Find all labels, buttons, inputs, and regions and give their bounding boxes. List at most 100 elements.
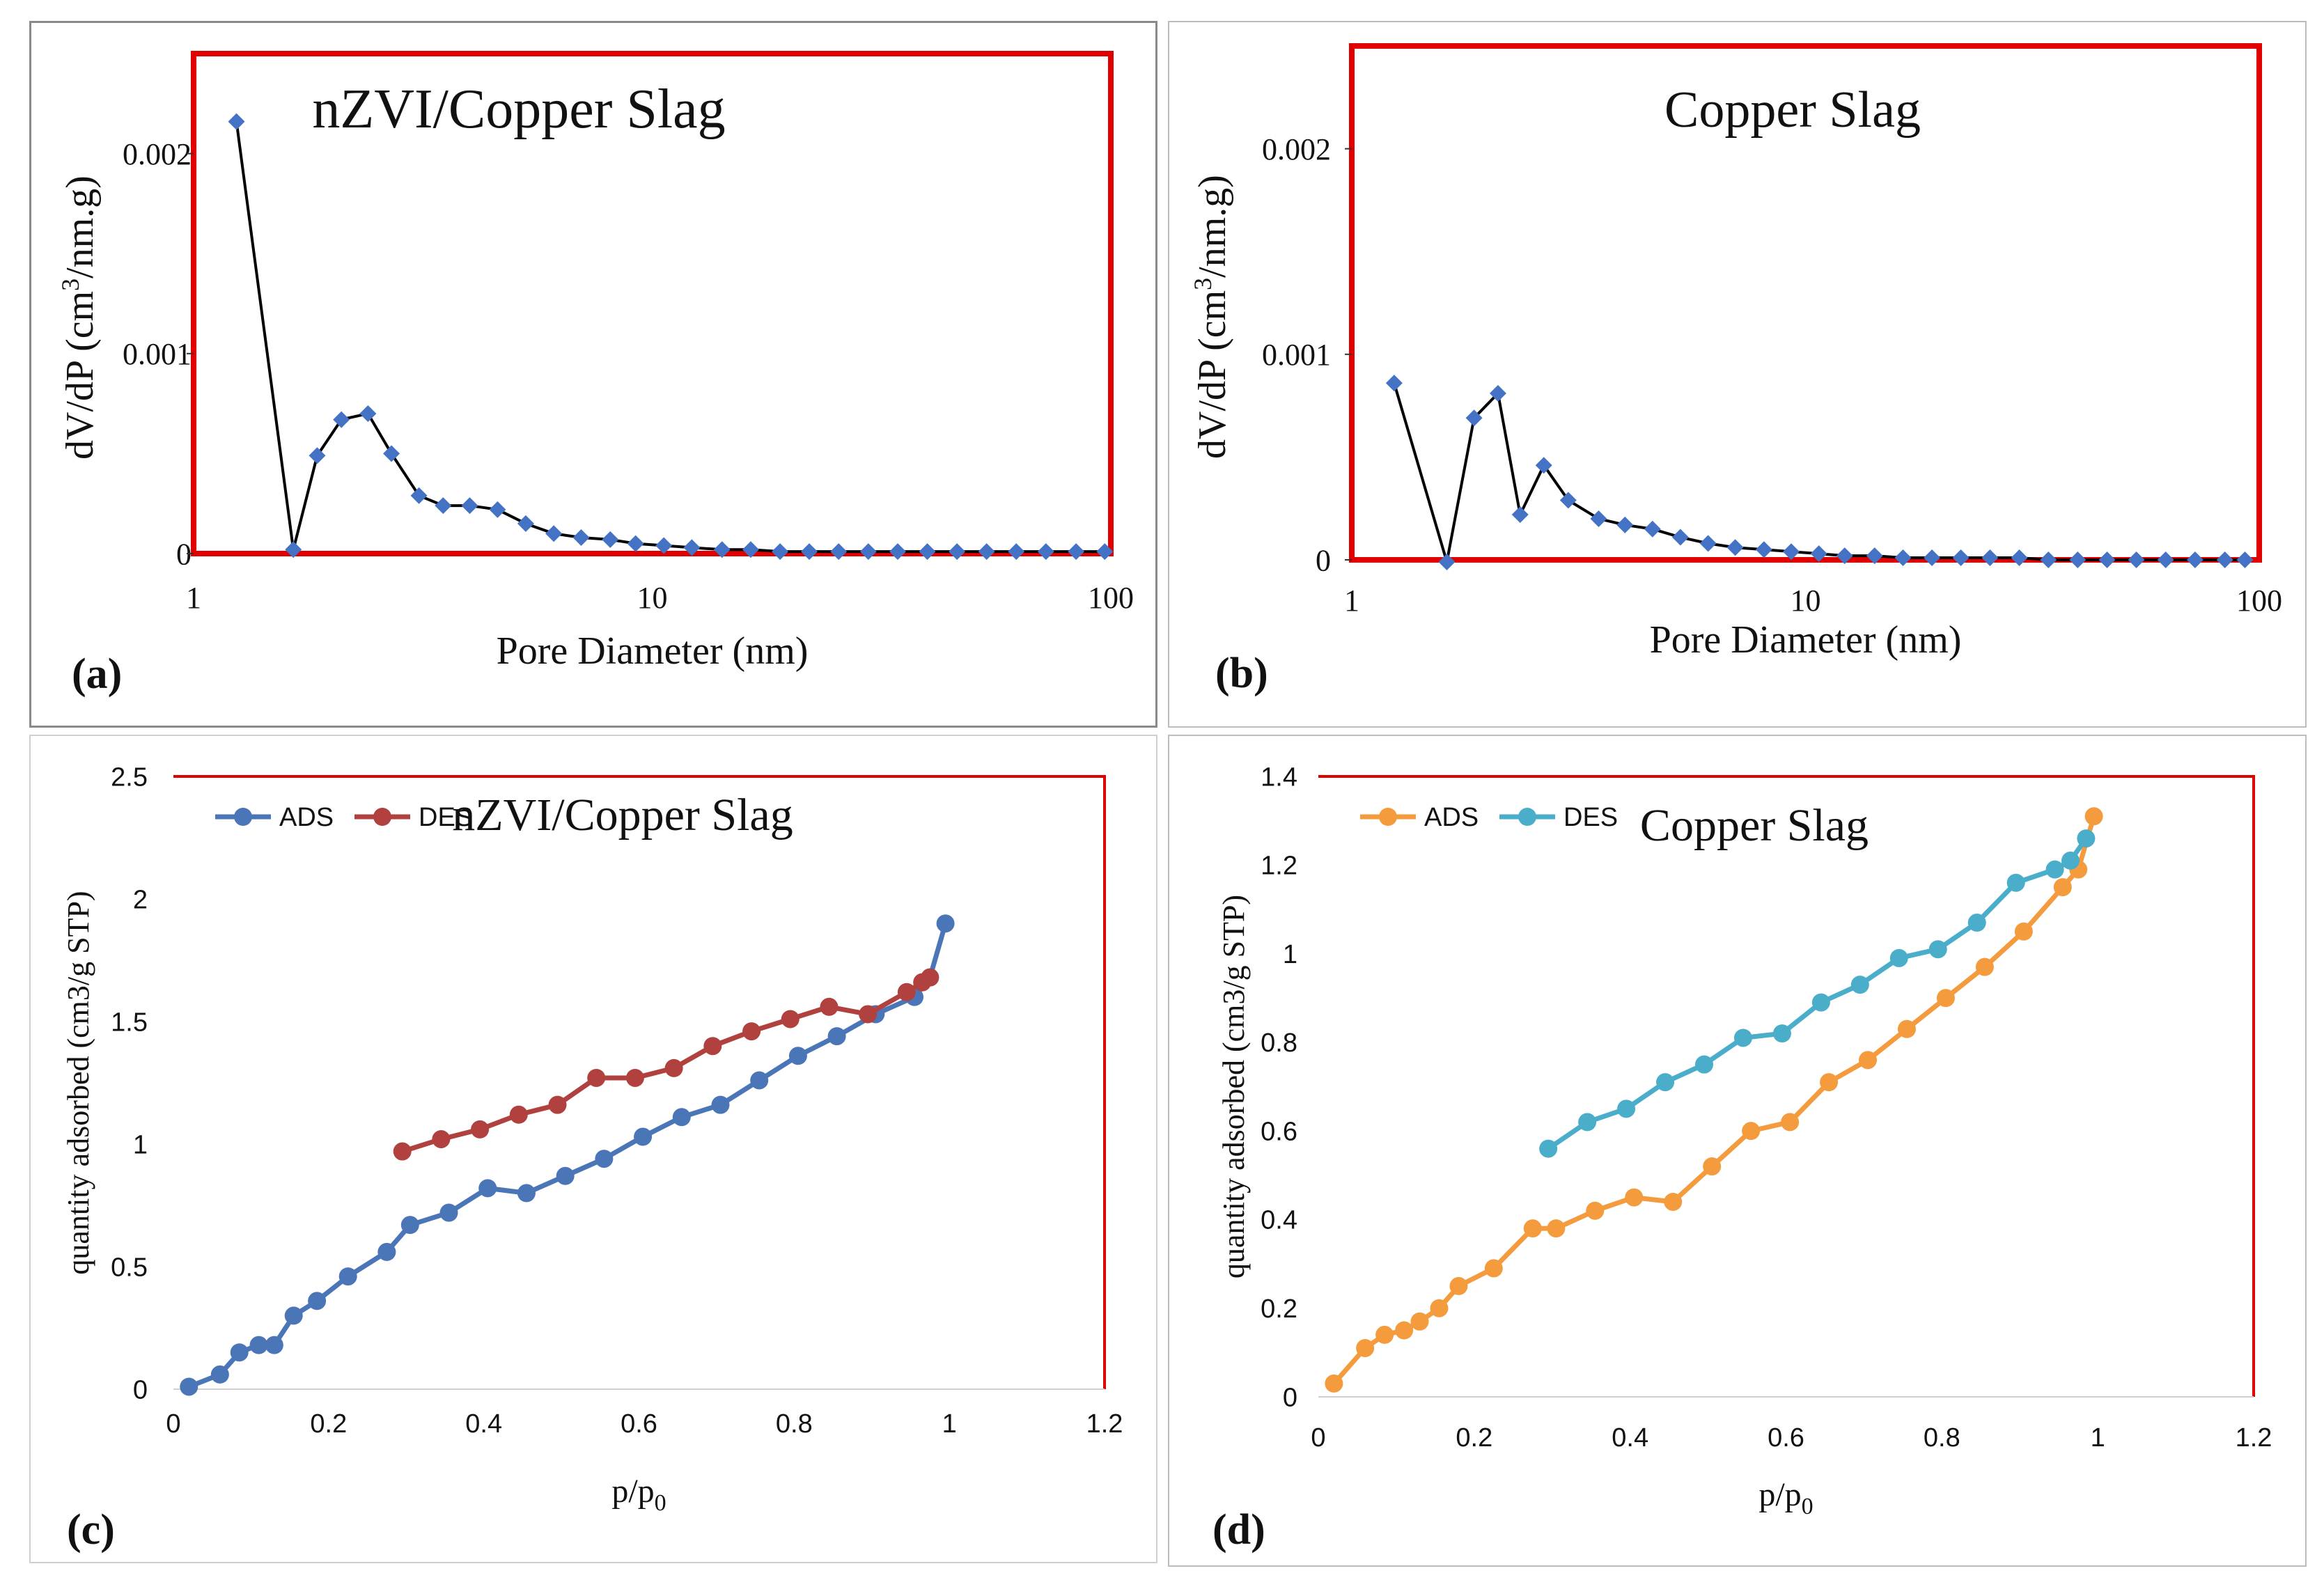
data-point (655, 537, 673, 554)
data-point (1523, 1219, 1542, 1238)
y-tick-label: 0.5 (111, 1253, 148, 1282)
data-point (1859, 1051, 1878, 1070)
isotherm-chart-copper-slag: (d) Copper Slag 0 0.2 0.4 0.6 0.8 1 1.2 1.4 0 0.2 0… (1212, 762, 2272, 1554)
data-point (602, 531, 619, 548)
plot-frame (173, 775, 1106, 1389)
data-point (478, 1179, 497, 1198)
legend-label: DES (419, 803, 473, 832)
panel-d-label: (d) (1212, 1506, 1265, 1554)
data-point (788, 1047, 807, 1065)
data-point (1395, 1321, 1414, 1340)
data-point (359, 405, 377, 422)
data-point (634, 1127, 653, 1146)
data-point (1694, 1055, 1713, 1074)
data-point (249, 1336, 268, 1354)
data-point (1975, 957, 1994, 976)
series-line-copper-slag (1392, 382, 2245, 563)
data-point (1008, 543, 1025, 561)
data-point (210, 1365, 229, 1384)
x-tick-label: 0.6 (1768, 1423, 1804, 1453)
data-point (978, 543, 995, 561)
data-point (1952, 549, 1970, 567)
panel-c-label: (c) (67, 1506, 115, 1554)
x-tick-label: 1 (2091, 1423, 2105, 1453)
data-point (1981, 549, 1999, 567)
x-tick-label: 1.2 (2236, 1423, 2272, 1453)
data-point (333, 411, 350, 428)
data-point (1894, 549, 1912, 567)
chart-title: nZVI/Copper Slag (312, 79, 725, 140)
y-tick-label: 0.4 (1261, 1206, 1297, 1235)
data-point (1625, 1188, 1644, 1207)
x-tick-label: 100 (1088, 581, 1134, 615)
plot-frame (1318, 775, 2255, 1397)
data-point (750, 1071, 769, 1090)
data-point (1068, 543, 1085, 561)
data-point (180, 1377, 198, 1396)
x-tick-label: 1 (942, 1409, 957, 1439)
legend-label: DES (1563, 803, 1618, 832)
plot-frame (191, 51, 1114, 556)
x-axis-title: Pore Diameter (nm) (1650, 618, 1962, 662)
x-tick-label: 0.6 (621, 1409, 657, 1439)
data-point (556, 1166, 575, 1185)
data-point (2061, 851, 2080, 870)
data-point (435, 497, 452, 515)
data-point (1096, 543, 1114, 561)
data-point (1375, 1325, 1394, 1344)
x-tick-label: 0.8 (776, 1409, 813, 1439)
chart-title: Copper Slag (1640, 800, 1869, 851)
y-tick-label: 1.2 (1261, 852, 1297, 881)
data-point (1781, 1113, 1800, 1132)
x-tick-label: 0 (1311, 1423, 1325, 1453)
data-point (517, 515, 534, 532)
data-point (509, 1105, 528, 1124)
data-point (308, 1292, 327, 1311)
data-point (2157, 551, 2174, 568)
data-point (664, 1058, 683, 1077)
data-point (742, 1022, 761, 1041)
data-point (921, 968, 939, 987)
data-point (595, 1150, 614, 1168)
data-point (1924, 549, 1941, 567)
data-point (1325, 1374, 1343, 1393)
data-point (2069, 551, 2087, 568)
y-tick-label: 0.002 (1262, 132, 1331, 166)
data-point (2216, 551, 2233, 568)
data-point (1928, 940, 1947, 959)
y-tick-label: 0.001 (1262, 338, 1331, 372)
x-tick-label: 100 (2236, 584, 2282, 618)
legend-label: ADS (279, 803, 334, 832)
data-point (517, 1184, 536, 1203)
data-point (2128, 551, 2145, 568)
data-point (1897, 1019, 1916, 1038)
data-point (1578, 1113, 1597, 1132)
data-point (1616, 516, 1634, 533)
x-axis-title: Pore Diameter (nm) (497, 629, 809, 673)
panel-d: (d) Copper Slag 0 0.2 0.4 0.6 0.8 1 1.2 1.4 0 0.2 0… (1168, 735, 2307, 1567)
x-tick-label: 0.2 (310, 1409, 347, 1439)
data-point (1489, 384, 1506, 402)
y-tick-label: 0 (176, 537, 192, 571)
legend-swatch-marker (1379, 808, 1397, 826)
data-point (781, 1010, 800, 1028)
y-tick-label: 1 (1283, 940, 1297, 969)
data-point (400, 1216, 419, 1235)
data-point (284, 1306, 303, 1325)
y-axis-title: dV/dP (cm3/nm.g) (56, 175, 102, 460)
data-point (1385, 375, 1403, 392)
legend-swatch-marker (1518, 808, 1536, 826)
data-point (309, 447, 326, 464)
legend-swatch-marker (373, 808, 391, 826)
panel-c: (c) nZVI/Copper Slag 0 0.5 1 1.5 2 2.5 0 0.2 0.4 0… (29, 735, 1157, 1563)
data-point (1449, 1276, 1468, 1295)
data-point (1936, 989, 1955, 1008)
data-point (393, 1142, 412, 1161)
x-tick-label: 10 (637, 581, 668, 615)
data-point (672, 1108, 691, 1127)
data-point (1811, 993, 1830, 1012)
data-point (2236, 551, 2254, 568)
data-point (1889, 948, 1908, 967)
data-point (772, 543, 789, 561)
data-point (1671, 529, 1689, 546)
